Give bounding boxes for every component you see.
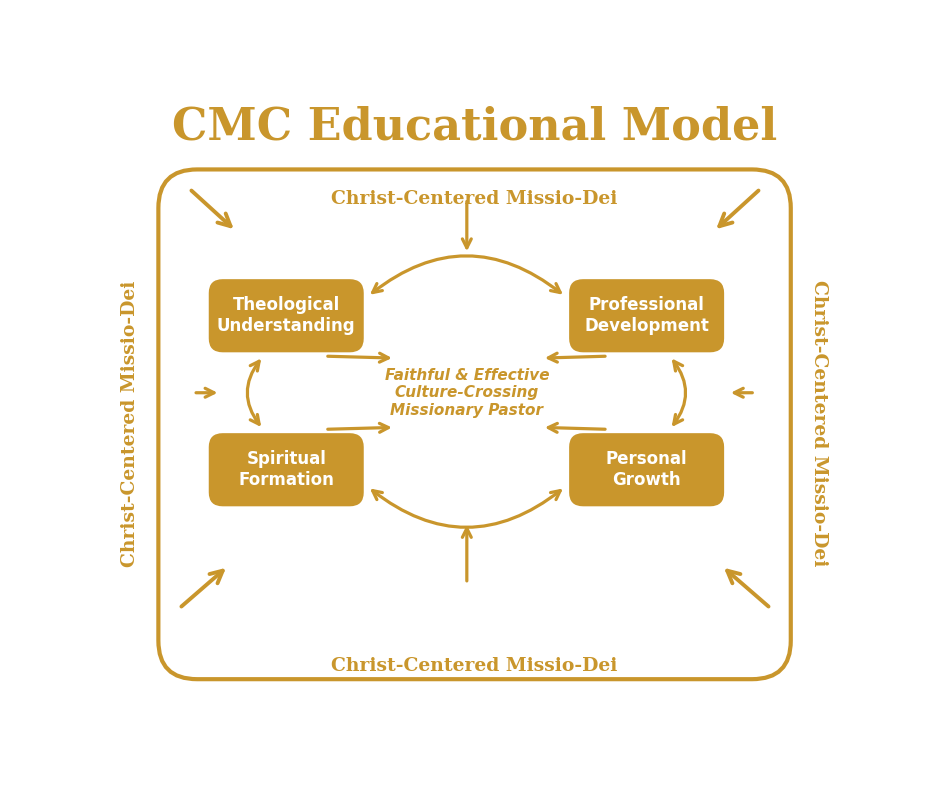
Text: Faithful & Effective
Culture-Crossing
Missionary Pastor: Faithful & Effective Culture-Crossing Mi… bbox=[384, 368, 549, 418]
Text: Spiritual
Formation: Spiritual Formation bbox=[238, 451, 334, 489]
FancyBboxPatch shape bbox=[569, 433, 724, 506]
Text: Christ-Centered Missio-Dei: Christ-Centered Missio-Dei bbox=[332, 657, 618, 675]
Text: CMC Educational Model: CMC Educational Model bbox=[172, 106, 777, 149]
Text: Personal
Growth: Personal Growth bbox=[606, 451, 687, 489]
FancyBboxPatch shape bbox=[569, 279, 724, 353]
Text: Professional
Development: Professional Development bbox=[584, 296, 709, 335]
Text: Christ-Centered Missio-Dei: Christ-Centered Missio-Dei bbox=[810, 280, 829, 567]
Text: Christ-Centered Missio-Dei: Christ-Centered Missio-Dei bbox=[332, 189, 618, 208]
Text: Christ-Centered Missio-Dei: Christ-Centered Missio-Dei bbox=[120, 280, 139, 567]
FancyBboxPatch shape bbox=[208, 433, 364, 506]
FancyBboxPatch shape bbox=[208, 279, 364, 353]
Text: Theological
Understanding: Theological Understanding bbox=[217, 296, 356, 335]
